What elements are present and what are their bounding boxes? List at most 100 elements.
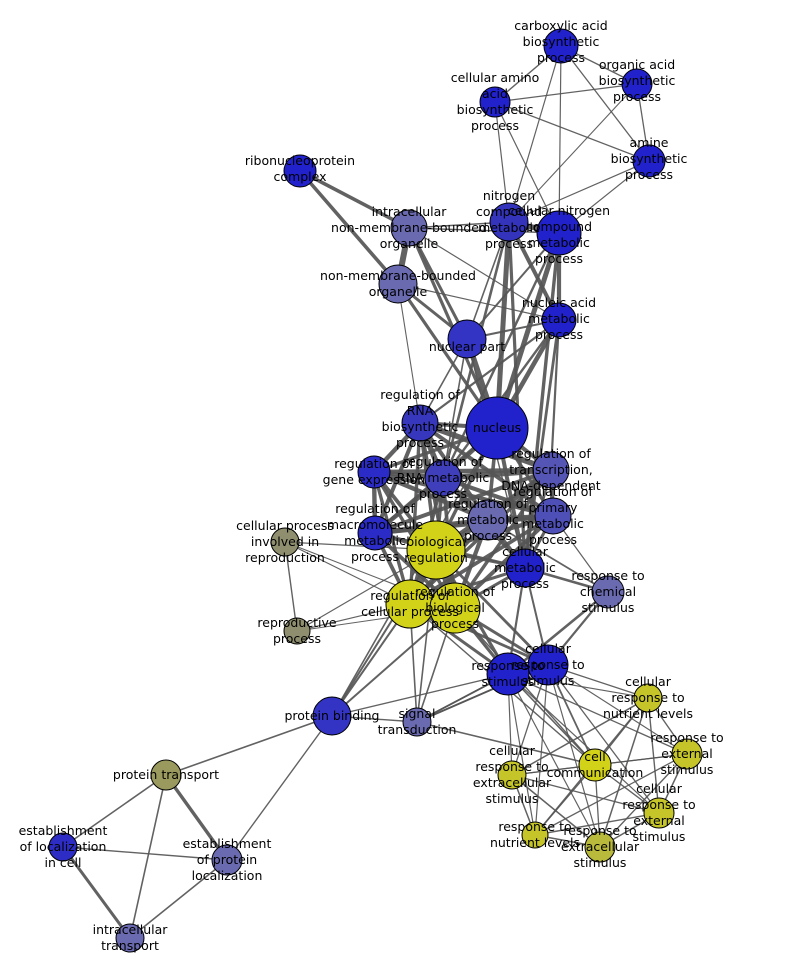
graph-edge bbox=[62, 846, 228, 861]
graph-edge bbox=[442, 338, 468, 479]
graph-edge bbox=[165, 715, 333, 776]
graph-edge bbox=[507, 673, 660, 814]
graph-edge bbox=[494, 83, 638, 103]
graph-node[interactable] bbox=[357, 455, 391, 489]
graph-node[interactable] bbox=[584, 831, 616, 863]
graph-edge bbox=[226, 715, 333, 861]
graph-edge bbox=[418, 318, 561, 425]
graph-node[interactable] bbox=[401, 404, 439, 442]
graph-node[interactable] bbox=[406, 520, 466, 580]
graph-edge bbox=[298, 169, 411, 230]
graph-edge bbox=[508, 45, 562, 223]
graph-edge bbox=[494, 101, 650, 162]
graph-node[interactable] bbox=[505, 548, 545, 588]
graph-edge bbox=[494, 101, 560, 234]
graph-node[interactable] bbox=[211, 844, 243, 876]
graph-node[interactable] bbox=[543, 28, 579, 64]
graph-edge bbox=[547, 664, 660, 814]
node-layer bbox=[48, 28, 703, 953]
edge-layer bbox=[61, 45, 688, 940]
graph-edge bbox=[408, 421, 422, 606]
graph-edge bbox=[371, 467, 554, 475]
graph-edge bbox=[534, 664, 549, 836]
graph-edge bbox=[372, 470, 555, 518]
graph-node[interactable] bbox=[479, 86, 511, 118]
graph-edge bbox=[507, 673, 536, 836]
graph-edge bbox=[534, 812, 660, 836]
graph-node[interactable] bbox=[357, 515, 393, 551]
graph-edge bbox=[511, 774, 660, 814]
graph-node[interactable] bbox=[150, 759, 182, 791]
graph-edge bbox=[62, 774, 167, 848]
graph-edge bbox=[494, 219, 512, 431]
graph-edge bbox=[129, 774, 167, 939]
graph-edge bbox=[511, 697, 649, 776]
graph-edge bbox=[494, 230, 562, 431]
graph-edge bbox=[164, 773, 229, 862]
graph-edge bbox=[508, 83, 638, 223]
graph-node[interactable] bbox=[402, 707, 432, 737]
graph-edge bbox=[506, 590, 610, 676]
graph-node[interactable] bbox=[48, 832, 78, 862]
graph-node[interactable] bbox=[378, 264, 418, 304]
graph-edge bbox=[560, 45, 650, 162]
graph-node[interactable] bbox=[578, 748, 612, 782]
graph-edge bbox=[547, 664, 601, 848]
graph-node[interactable] bbox=[390, 209, 428, 247]
graph-edge bbox=[466, 232, 560, 340]
graph-node[interactable] bbox=[527, 644, 569, 686]
graph-edge bbox=[507, 673, 649, 699]
graph-edge bbox=[466, 221, 510, 340]
graph-node[interactable] bbox=[447, 319, 487, 359]
graph-edge bbox=[397, 283, 560, 321]
graph-node[interactable] bbox=[671, 738, 703, 770]
graph-node[interactable] bbox=[283, 617, 311, 645]
graph-node[interactable] bbox=[115, 923, 145, 953]
graph-edge bbox=[416, 721, 596, 766]
graph-node[interactable] bbox=[591, 575, 625, 609]
graph-edge bbox=[331, 549, 437, 717]
graph-node[interactable] bbox=[424, 459, 462, 497]
graph-edge bbox=[494, 101, 510, 223]
graph-node[interactable] bbox=[270, 527, 300, 557]
graph-node[interactable] bbox=[465, 396, 529, 460]
graph-node[interactable] bbox=[283, 154, 317, 188]
graph-edge bbox=[371, 469, 491, 523]
graph-node[interactable] bbox=[633, 683, 663, 713]
graph-edge bbox=[331, 673, 509, 717]
graph-node[interactable] bbox=[621, 68, 653, 100]
graph-edge bbox=[508, 160, 650, 223]
graph-edge bbox=[397, 283, 421, 424]
graph-node[interactable] bbox=[534, 497, 572, 535]
graph-node[interactable] bbox=[632, 144, 666, 178]
graph-edge bbox=[647, 697, 660, 814]
graph-node[interactable] bbox=[521, 821, 549, 849]
graph-node[interactable] bbox=[429, 582, 481, 634]
graph-node[interactable] bbox=[536, 210, 582, 256]
graph-edge bbox=[331, 427, 498, 717]
graph-node[interactable] bbox=[467, 499, 509, 541]
graph-node[interactable] bbox=[497, 760, 527, 790]
graph-node[interactable] bbox=[312, 696, 352, 736]
graph-edge bbox=[408, 227, 560, 234]
graph-edge bbox=[534, 753, 688, 836]
graph-node[interactable] bbox=[541, 302, 577, 338]
graph-edge bbox=[549, 318, 561, 472]
graph-node[interactable] bbox=[532, 451, 570, 489]
graph-edge bbox=[599, 753, 688, 848]
graph-node[interactable] bbox=[385, 579, 435, 629]
graph-edge bbox=[523, 318, 561, 570]
graph-edge bbox=[507, 673, 601, 848]
graph-edge bbox=[284, 541, 298, 632]
graph-edge bbox=[331, 607, 456, 717]
graph-node[interactable] bbox=[489, 202, 529, 242]
graph-edge bbox=[298, 169, 400, 286]
graph-edge bbox=[507, 673, 688, 755]
graph-node[interactable] bbox=[486, 652, 530, 696]
graph-edge bbox=[558, 45, 562, 234]
graph-node[interactable] bbox=[643, 797, 675, 829]
graph-edge bbox=[408, 227, 560, 321]
graph-edge bbox=[129, 859, 228, 939]
